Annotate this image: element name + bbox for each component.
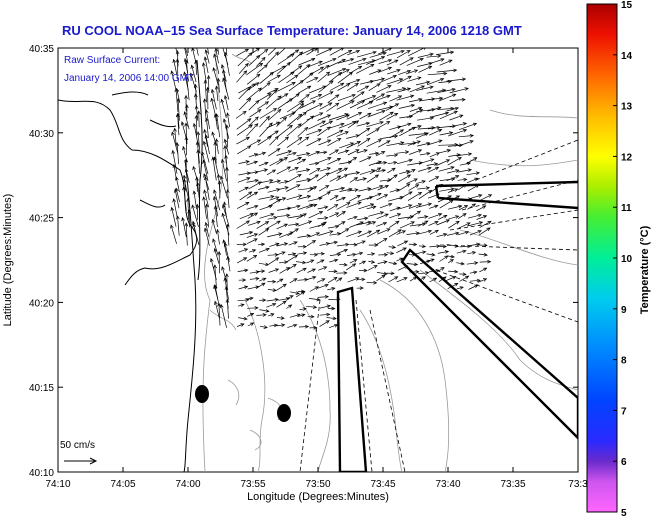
coverage-boundary-lines	[299, 139, 578, 472]
x-tick-label: 73:50	[305, 479, 330, 490]
colorbar-tick-label: 13	[621, 102, 633, 113]
map-frame	[57, 47, 579, 473]
inset-line-1: Raw Surface Current:	[64, 55, 160, 66]
colorbar	[586, 3, 618, 513]
colorbar-tick-label: 6	[621, 457, 627, 468]
x-tick-label: 74:10	[45, 479, 70, 490]
colorbar-tick-label: 10	[621, 254, 633, 265]
surface-current-vectors	[170, 48, 493, 330]
colorbar-tick-label: 5	[621, 508, 627, 519]
x-tick-label: 73:35	[500, 479, 525, 490]
x-tick-label: 74:05	[110, 479, 135, 490]
colorbar-tick-label: 15	[621, 0, 633, 11]
colorbar-tick-label: 8	[621, 356, 627, 367]
coverage-boundary-polygons	[336, 180, 578, 472]
x-axis-label: Longitude (Degrees:Minutes)	[247, 491, 389, 503]
colorbar-ticks: 15 14 13 12 11 10 9 8 7 6 5	[613, 0, 633, 519]
colorbar-tick-label: 9	[621, 305, 627, 316]
colorbar-tick-label: 14	[621, 51, 633, 62]
y-tick-label: 40:35	[29, 44, 54, 55]
x-tick-label: 73:3	[568, 479, 588, 490]
x-tick-label: 74:00	[175, 479, 200, 490]
x-tick-label: 73:45	[370, 479, 395, 490]
y-tick-label: 40:30	[29, 129, 54, 140]
y-tick-label: 40:15	[29, 383, 54, 394]
colorbar-tick-label: 7	[621, 406, 627, 417]
y-tick-label: 40:10	[29, 468, 54, 479]
y-tick-label: 40:20	[29, 298, 54, 309]
x-tick-label: 73:40	[435, 479, 460, 490]
y-axis-ticks: 40:35 40:30 40:25 40:20 40:15 40:10	[29, 44, 578, 479]
scale-label: 50 cm/s	[60, 440, 95, 451]
x-tick-label: 73:55	[240, 479, 265, 490]
scale-arrow-head	[89, 457, 98, 465]
colorbar-tick-label: 12	[621, 152, 633, 163]
station-marker	[277, 404, 291, 422]
y-tick-label: 40:25	[29, 214, 54, 225]
y-axis-label: Latitude (Degrees:Minutes)	[2, 194, 14, 327]
colorbar-label: Temperature (°C)	[639, 225, 651, 314]
x-axis-ticks: 74:10 74:05 74:00 73:55 73:50 73:45 73:40 73:35…	[45, 48, 588, 490]
station-marker	[195, 385, 209, 403]
colorbar-tick-label: 11	[621, 203, 632, 214]
map-title: RU COOL NOAA–15 Sea Surface Temperature:…	[62, 23, 522, 38]
inset-line-2: January 14, 2006 14:00 GMT	[64, 73, 194, 84]
